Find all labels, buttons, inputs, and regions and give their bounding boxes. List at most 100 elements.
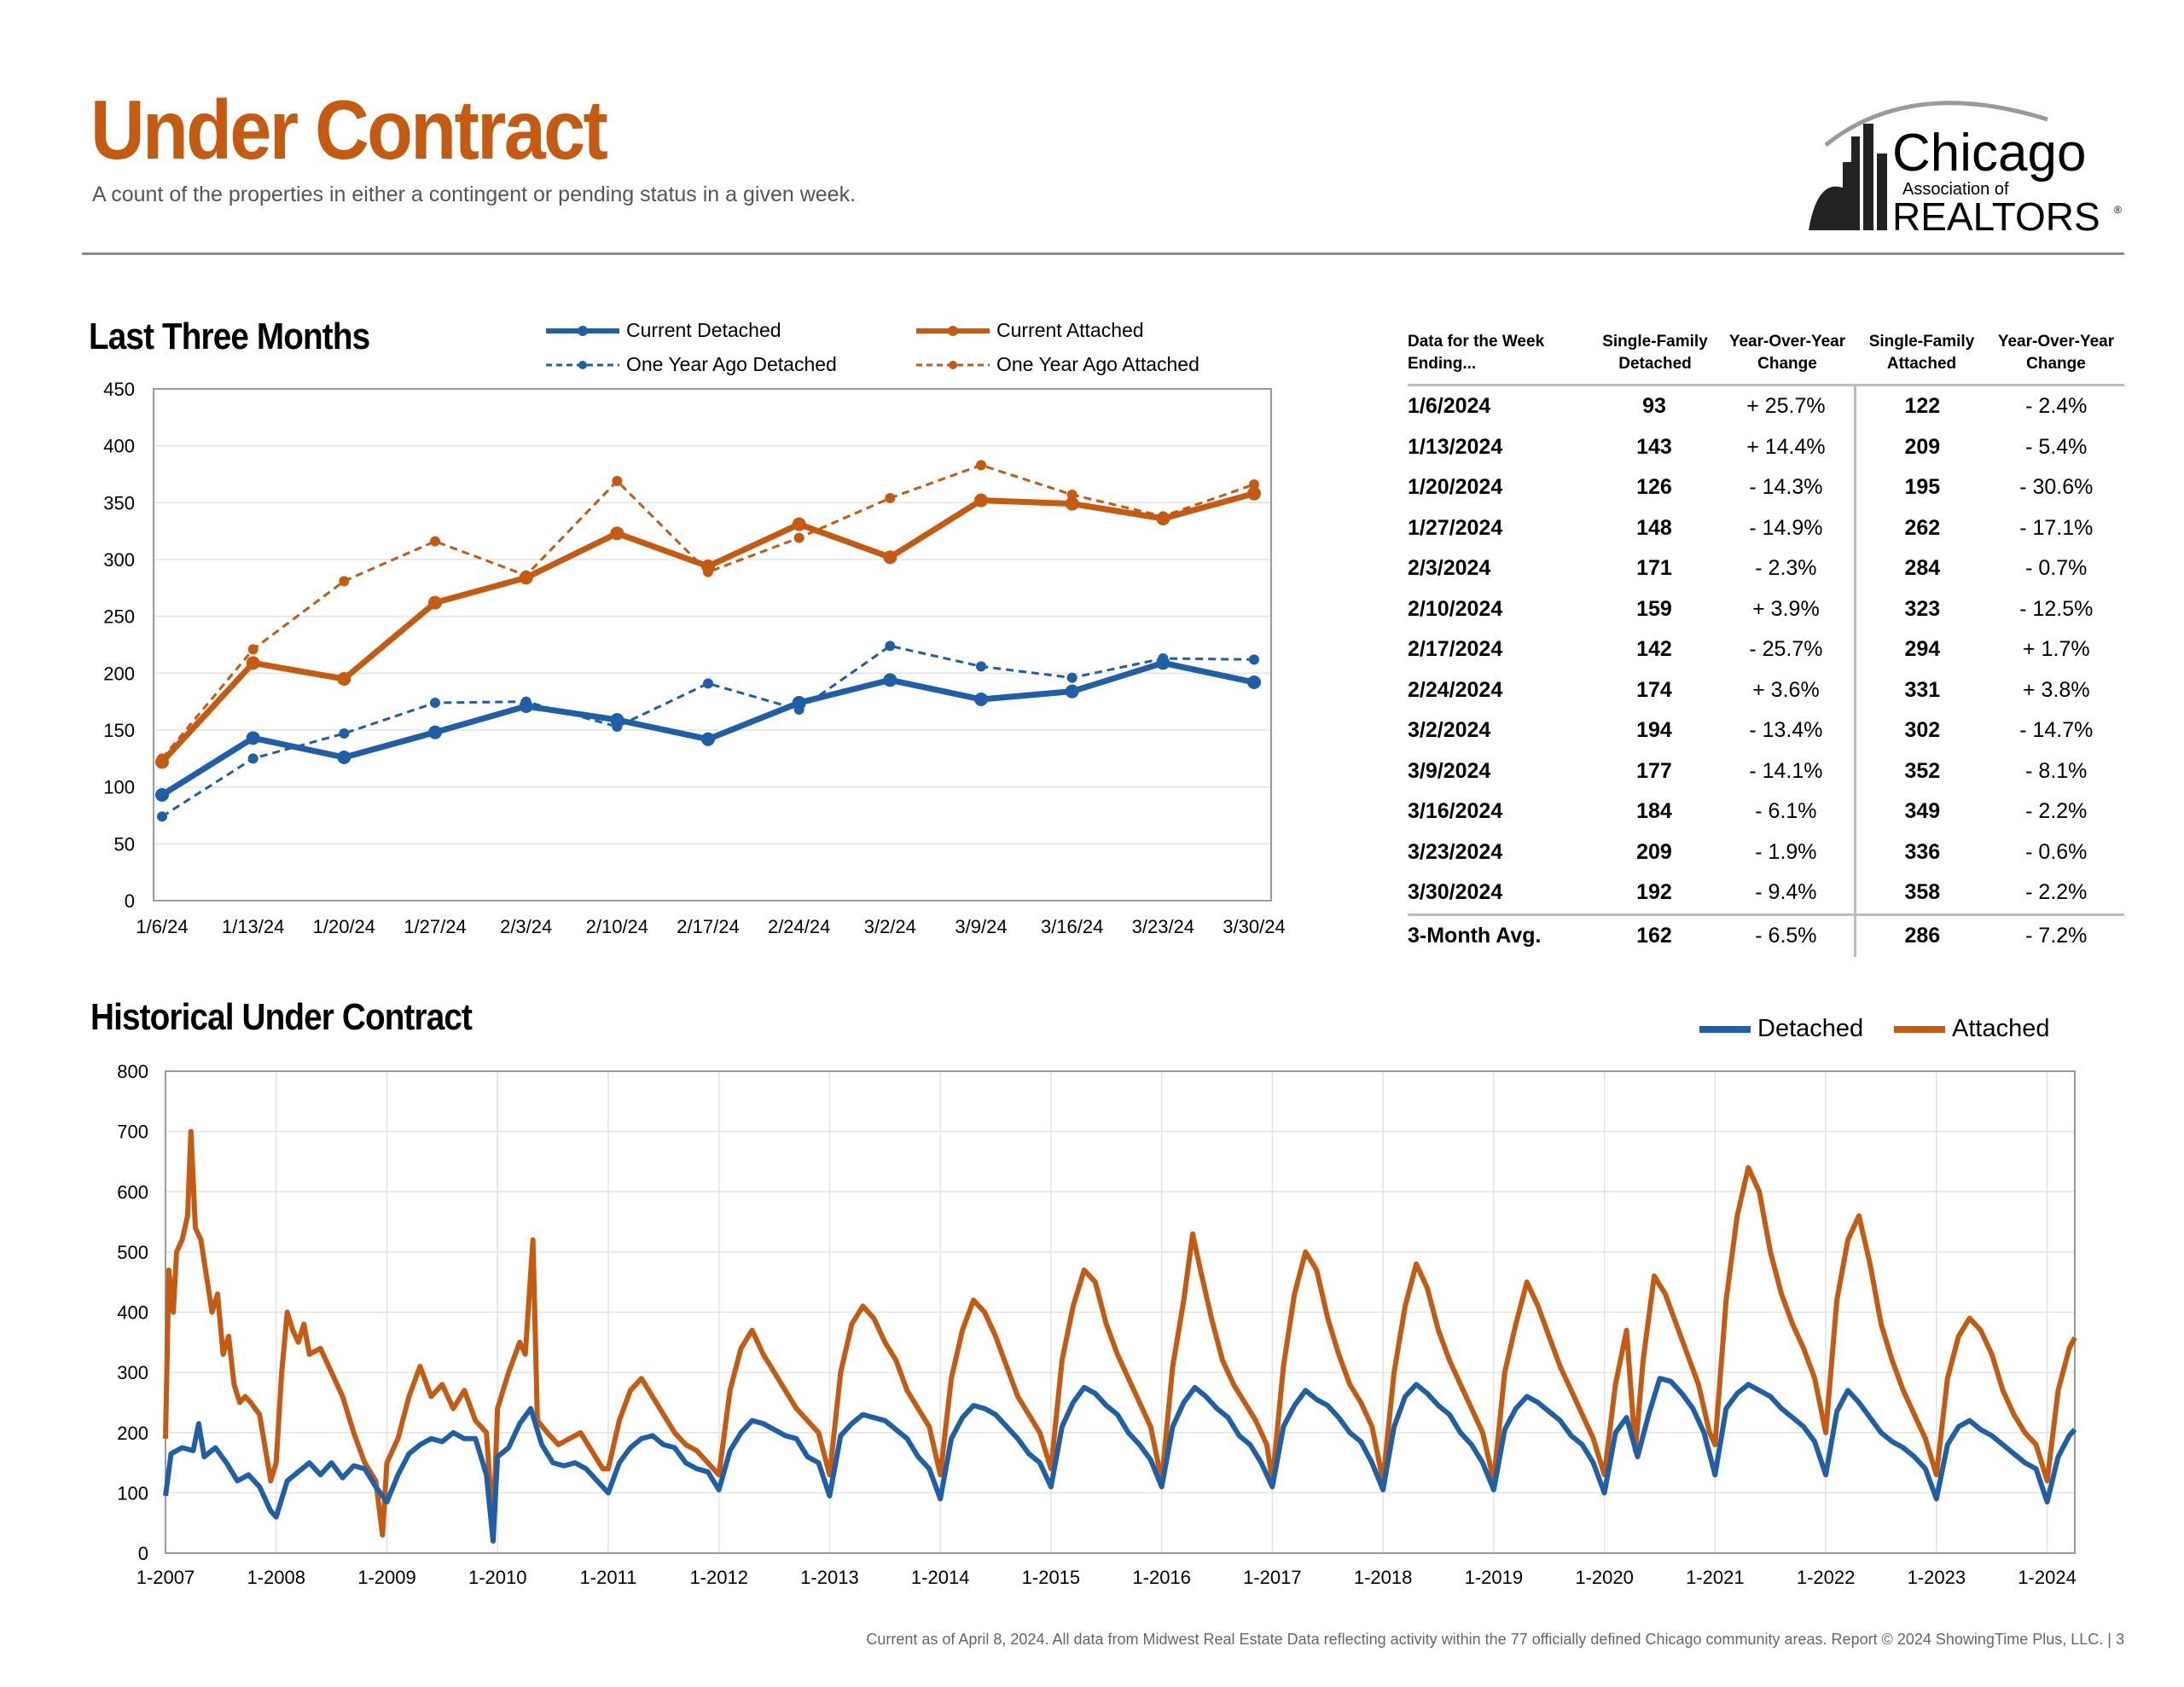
data-point [885, 493, 896, 503]
data-point [610, 713, 624, 727]
table-cell-attached-yoy: - 17.1% [2019, 515, 2094, 540]
table-row: 2/10/2024 159 + 3.9% 323 - 12.5% [1408, 588, 2124, 629]
table-cell-detached: 174 [1636, 677, 1672, 702]
table-cell-detached-yoy: - 14.9% [1718, 507, 1857, 548]
data-point [247, 753, 258, 764]
y-tick-label: 200 [117, 1423, 148, 1444]
legend-label-detached: Detached [1757, 1015, 1864, 1042]
table-row: 2/3/2024 171 - 2.3% 284 - 0.7% [1408, 548, 2124, 589]
table-row: 3/23/2024 209 - 1.9% 336 - 0.6% [1408, 832, 2124, 872]
y-tick-label: 100 [117, 1482, 148, 1504]
table-cell-week: 2/17/2024 [1408, 637, 1503, 662]
table-row: 3/30/2024 192 - 9.4% 358 - 2.2% [1408, 872, 2124, 913]
table-cell-detached-yoy: + 14.4% [1718, 426, 1857, 467]
data-point [610, 526, 624, 541]
data-point [430, 698, 440, 708]
table-header: Data for the Week Ending... Single-Famil… [1408, 322, 2124, 386]
table-cell-attached-yoy: - 2.2% [2025, 880, 2088, 905]
table-cell-attached: 284 [1904, 556, 1941, 581]
header-divider [82, 252, 2124, 255]
data-point [1065, 684, 1079, 699]
table-cell-week: 2/10/2024 [1408, 596, 1503, 621]
x-tick-label: 2/10/24 [586, 916, 648, 937]
table-cell-detached-yoy: + 3.6% [1718, 670, 1857, 710]
data-point [612, 476, 623, 486]
table-cell-detached-yoy: - 25.7% [1718, 629, 1857, 670]
table-footer-detached-yoy: - 6.5% [1718, 915, 1857, 957]
data-point [430, 536, 440, 547]
table-cell-attached: 195 [1904, 475, 1941, 500]
legend-swatch-current-detached [546, 325, 619, 336]
data-point [703, 678, 713, 689]
table-cell-week: 3/2/2024 [1408, 718, 1491, 743]
data-point [1247, 486, 1261, 501]
x-tick-label: 3/2/24 [864, 916, 916, 937]
table-cell-attached-yoy: - 5.4% [2025, 434, 2088, 459]
table-cell-attached-yoy: - 14.7% [2019, 718, 2094, 743]
data-point [1156, 512, 1170, 525]
table-cell-detached: 148 [1636, 515, 1672, 540]
x-tick-label: 1-2022 [1797, 1567, 1856, 1588]
table-cell-attached: 349 [1904, 799, 1941, 824]
y-tick-label: 350 [103, 492, 135, 513]
table-cell-detached: 194 [1636, 718, 1672, 743]
weekly-data-table: Data for the Week Ending... Single-Famil… [1408, 322, 2124, 957]
y-tick-label: 400 [103, 436, 135, 457]
chicago-realtors-logo: Chicago Association of REALTORS ® [1809, 101, 2122, 239]
table-cell-attached: 262 [1904, 515, 1941, 540]
table-header-attached-yoy: Year-Over-Year Change [1997, 333, 2115, 373]
legend-swatch-detached [1699, 1025, 1751, 1033]
table-footer-attached: 286 [1904, 924, 1941, 948]
table-header-attached: Single-Family Attached [1868, 333, 1975, 373]
table-cell-detached: 177 [1636, 758, 1672, 783]
legend-attached: Attached [1892, 1015, 2049, 1043]
x-tick-label: 2/17/24 [677, 916, 739, 937]
table-cell-attached: 358 [1904, 880, 1941, 905]
table-cell-attached-yoy: + 3.8% [2023, 677, 2090, 702]
page-title: Under Contract [90, 83, 608, 177]
x-tick-label: 2/24/24 [768, 916, 830, 937]
legend-swatch-current-attached [916, 325, 990, 336]
series-line-2 [161, 644, 1255, 818]
data-point [1066, 672, 1077, 683]
x-tick-label: 1-2014 [911, 1567, 970, 1588]
data-point [337, 751, 351, 764]
series-line-1 [160, 490, 1255, 764]
legend-current-attached: Current Attached [915, 319, 1144, 342]
x-tick-label: 1-2021 [1686, 1567, 1745, 1588]
data-point [519, 571, 533, 585]
y-tick-label: 600 [117, 1181, 148, 1203]
table-cell-detached-yoy: - 13.4% [1718, 710, 1857, 751]
table-footer-row: 3-Month Avg. 162 - 6.5% 286 - 7.2% [1408, 913, 2124, 957]
table-cell-attached: 336 [1904, 839, 1941, 864]
y-tick-label: 300 [117, 1362, 148, 1383]
x-tick-label: 1-2017 [1243, 1567, 1302, 1588]
table-cell-detached-yoy: - 14.3% [1718, 467, 1857, 508]
data-point [339, 576, 350, 587]
table-cell-week: 3/30/2024 [1408, 880, 1503, 905]
table-cell-week: 1/6/2024 [1408, 394, 1491, 419]
x-tick-label: 1/6/24 [136, 916, 188, 937]
data-point [701, 732, 715, 746]
table-cell-detached: 126 [1636, 475, 1672, 500]
y-tick-label: 250 [103, 606, 135, 628]
y-tick-label: 800 [117, 1061, 148, 1082]
table-cell-detached: 143 [1636, 434, 1672, 459]
series-line-attached [163, 1128, 2077, 1538]
historical-line-chart: 0 100 200 300 400 500 600 700 800 1-2007 1-2008 1-2… [117, 1061, 2077, 1588]
table-cell-detached-yoy: + 25.7% [1718, 386, 1857, 427]
data-point [246, 731, 260, 745]
table-cell-detached: 209 [1636, 839, 1672, 864]
table-cell-detached: 192 [1636, 880, 1672, 905]
logo-line1: Chicago [1892, 124, 2086, 183]
data-point [1249, 654, 1259, 665]
y-tick-label: 700 [117, 1122, 148, 1143]
logo-line3: REALTORS [1892, 194, 2100, 239]
y-tick-label: 300 [103, 549, 135, 571]
table-footer-label: 3-Month Avg. [1408, 924, 1542, 948]
table-row: 2/17/2024 142 - 25.7% 294 + 1.7% [1408, 629, 2124, 670]
legend-label-attached: Attached [1952, 1015, 2050, 1042]
x-tick-label: 1-2023 [1908, 1567, 1966, 1588]
data-point [883, 673, 897, 687]
table-cell-attached: 122 [1904, 394, 1941, 419]
